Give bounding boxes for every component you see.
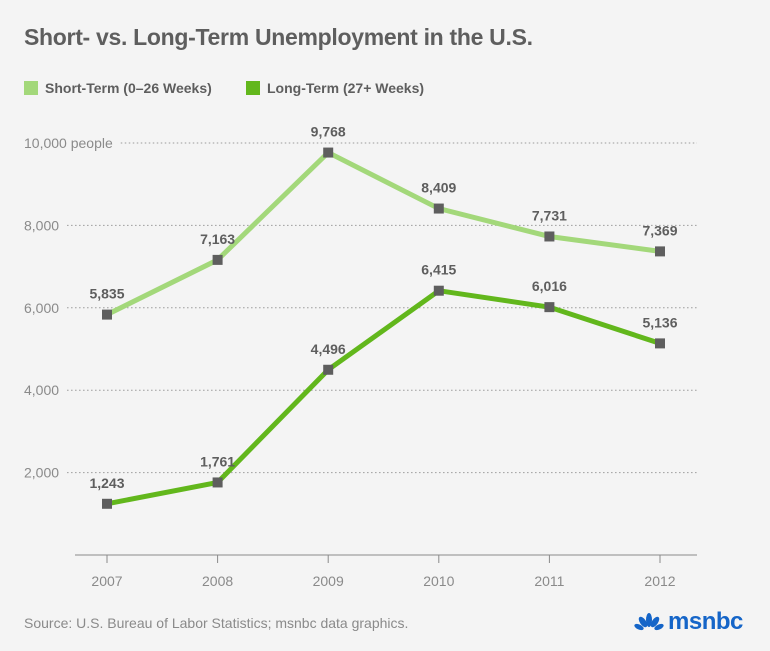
legend-label: Short-Term (0–26 Weeks) (45, 80, 212, 96)
data-point (544, 302, 555, 313)
data-point (433, 285, 444, 296)
legend-label: Long-Term (27+ Weeks) (267, 80, 425, 96)
peacock-icon (634, 613, 664, 631)
x-tick-label: 2007 (91, 573, 122, 589)
data-label: 1,761 (200, 453, 235, 469)
legend-long-term: Long-Term (27+ Weeks) (246, 80, 424, 96)
y-tick-label: 8,000 (24, 217, 59, 233)
y-tick-label: 10,000 people (24, 135, 113, 151)
data-point (323, 364, 334, 375)
data-point (655, 338, 665, 349)
data-point (323, 147, 334, 158)
data-point (655, 246, 665, 257)
legend-swatch (246, 81, 260, 95)
data-label: 4,496 (311, 341, 346, 357)
data-label: 7,369 (642, 222, 677, 238)
source-note: Source: U.S. Bureau of Labor Statistics;… (24, 615, 409, 631)
legend-swatch (24, 81, 38, 95)
data-label: 1,243 (89, 475, 124, 491)
x-tick-label: 2011 (534, 573, 564, 589)
series-line-long-term (106, 288, 661, 507)
series-line-short-term (105, 149, 661, 317)
data-label: 7,731 (532, 207, 567, 223)
data-point (102, 498, 112, 509)
y-tick-label: 4,000 (24, 382, 59, 398)
x-tick-label: 2012 (644, 573, 675, 589)
logo-text: msnbc (668, 608, 743, 635)
data-label: 6,016 (532, 278, 567, 294)
data-label: 9,768 (311, 124, 346, 140)
y-tick-label: 2,000 (24, 465, 59, 481)
legend-short-term: Short-Term (0–26 Weeks) (24, 80, 212, 96)
data-point (433, 203, 444, 214)
x-tick-label: 2009 (313, 573, 344, 589)
chart-title: Short- vs. Long-Term Unemployment in the… (24, 24, 533, 50)
data-label: 8,409 (421, 180, 456, 196)
data-point (544, 231, 555, 242)
data-label: 5,835 (89, 286, 124, 302)
data-point (212, 254, 223, 265)
x-tick-label: 2008 (202, 573, 233, 589)
data-label: 5,136 (642, 314, 677, 330)
y-tick-label: 6,000 (24, 300, 59, 316)
data-label: 7,163 (200, 231, 235, 247)
msnbc-logo: msnbc (634, 608, 743, 636)
data-label: 6,415 (421, 262, 456, 278)
data-point (212, 477, 223, 488)
data-point (102, 309, 112, 320)
x-tick-label: 2010 (423, 573, 454, 589)
